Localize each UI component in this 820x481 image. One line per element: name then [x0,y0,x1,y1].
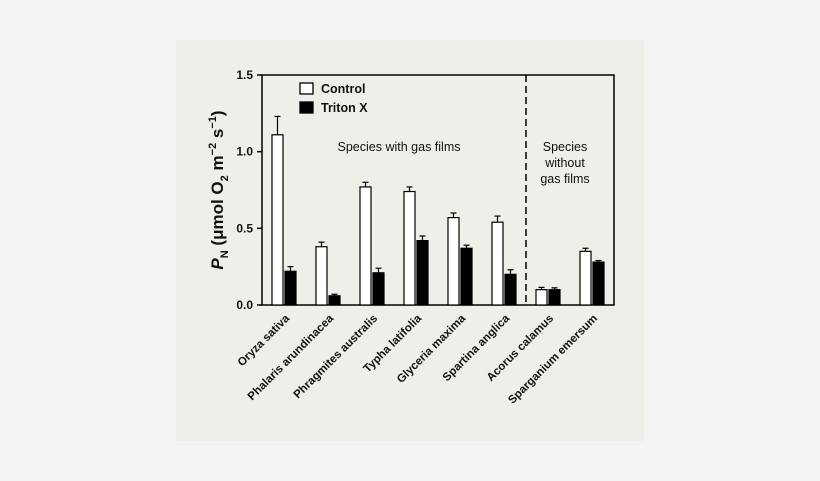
bar-triton [504,273,517,306]
category-label: Phalaris arundinacea [246,312,337,403]
bar-triton [592,261,605,306]
bar-triton [460,247,473,306]
legend-label-triton: Triton X [321,101,368,115]
category-label: Phragmites australis [292,313,380,401]
bar-triton [372,272,385,306]
bar-control [403,190,416,306]
bar-control [535,289,548,306]
category-label: Sparganium emersum [506,313,600,407]
bar-triton [284,270,297,306]
y-tick-label: 0.0 [236,298,253,312]
plot-frame [261,74,615,306]
y-tick-label: 0.5 [236,221,253,235]
bar-triton [328,295,341,306]
y-axis: 0.0 0.5 1.0 1.5 [236,68,262,312]
legend-swatch-control [299,82,314,95]
annotation-without-line2: without [544,156,585,170]
annotation-without-line1: Species [543,140,587,154]
annotation-without-line3: gas films [540,172,589,186]
annotation-with-gas-films: Species with gas films [338,140,461,154]
bar-control [491,221,504,306]
bar-control [315,246,328,306]
bar-control [271,134,284,306]
legend-label-control: Control [321,82,365,96]
bar-control [447,217,460,306]
y-tick-label: 1.5 [236,68,253,82]
bar-control [579,250,592,306]
bar-series [271,115,605,306]
figure-panel: 0.0 0.5 1.0 1.5 Oryza sativa Phalaris arundi… [176,40,644,441]
y-tick-label: 1.0 [236,145,253,159]
bar-control [359,186,372,306]
legend: Control Triton X [299,82,368,115]
legend-swatch-triton [299,101,314,114]
bar-triton [548,289,561,306]
bar-triton [416,240,429,306]
y-axis-title: PN (μmol O2 m−2 s−1) [207,110,231,269]
